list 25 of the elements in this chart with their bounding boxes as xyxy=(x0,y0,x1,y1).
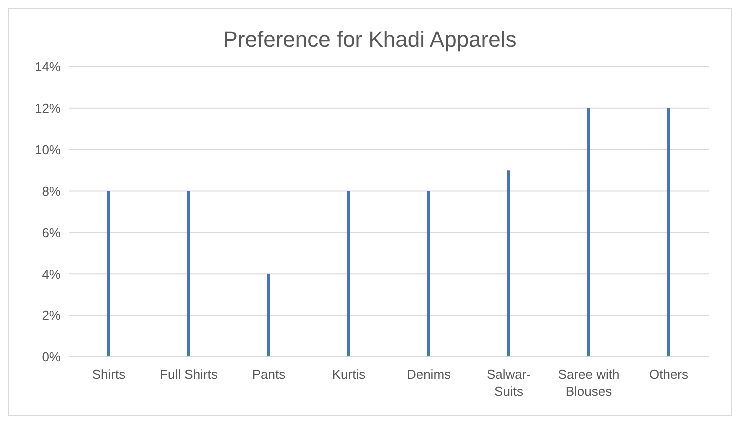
bar xyxy=(507,170,510,357)
y-tick-label: 4% xyxy=(42,266,62,282)
y-tick-label: 14% xyxy=(34,60,62,75)
bar xyxy=(267,274,270,357)
y-tick-label: 2% xyxy=(42,308,62,324)
x-tick-label: Salwar-Suits xyxy=(486,367,532,399)
x-tick-label: Shirts xyxy=(92,367,126,382)
bar xyxy=(107,191,110,357)
x-tick-label: Denims xyxy=(406,367,452,382)
bar xyxy=(667,108,670,357)
chart-title: Preference for Khadi Apparels xyxy=(222,27,518,54)
y-tick-label: 10% xyxy=(34,142,62,158)
y-tick-label: 8% xyxy=(42,184,62,199)
y-tick-label: 0% xyxy=(42,350,62,365)
bar xyxy=(347,191,350,357)
x-tick-label: Full Shirts xyxy=(160,367,218,382)
x-tick-label: Saree with Blouses xyxy=(558,367,620,399)
bar xyxy=(427,191,430,357)
bar xyxy=(187,191,190,357)
x-tick-label: Kurtis xyxy=(332,367,366,382)
x-tick-label: Pants xyxy=(252,367,286,382)
y-tick-label: 6% xyxy=(42,225,62,240)
bar xyxy=(587,108,590,357)
x-tick-label: Others xyxy=(649,367,690,382)
y-tick-label: 12% xyxy=(34,101,62,116)
